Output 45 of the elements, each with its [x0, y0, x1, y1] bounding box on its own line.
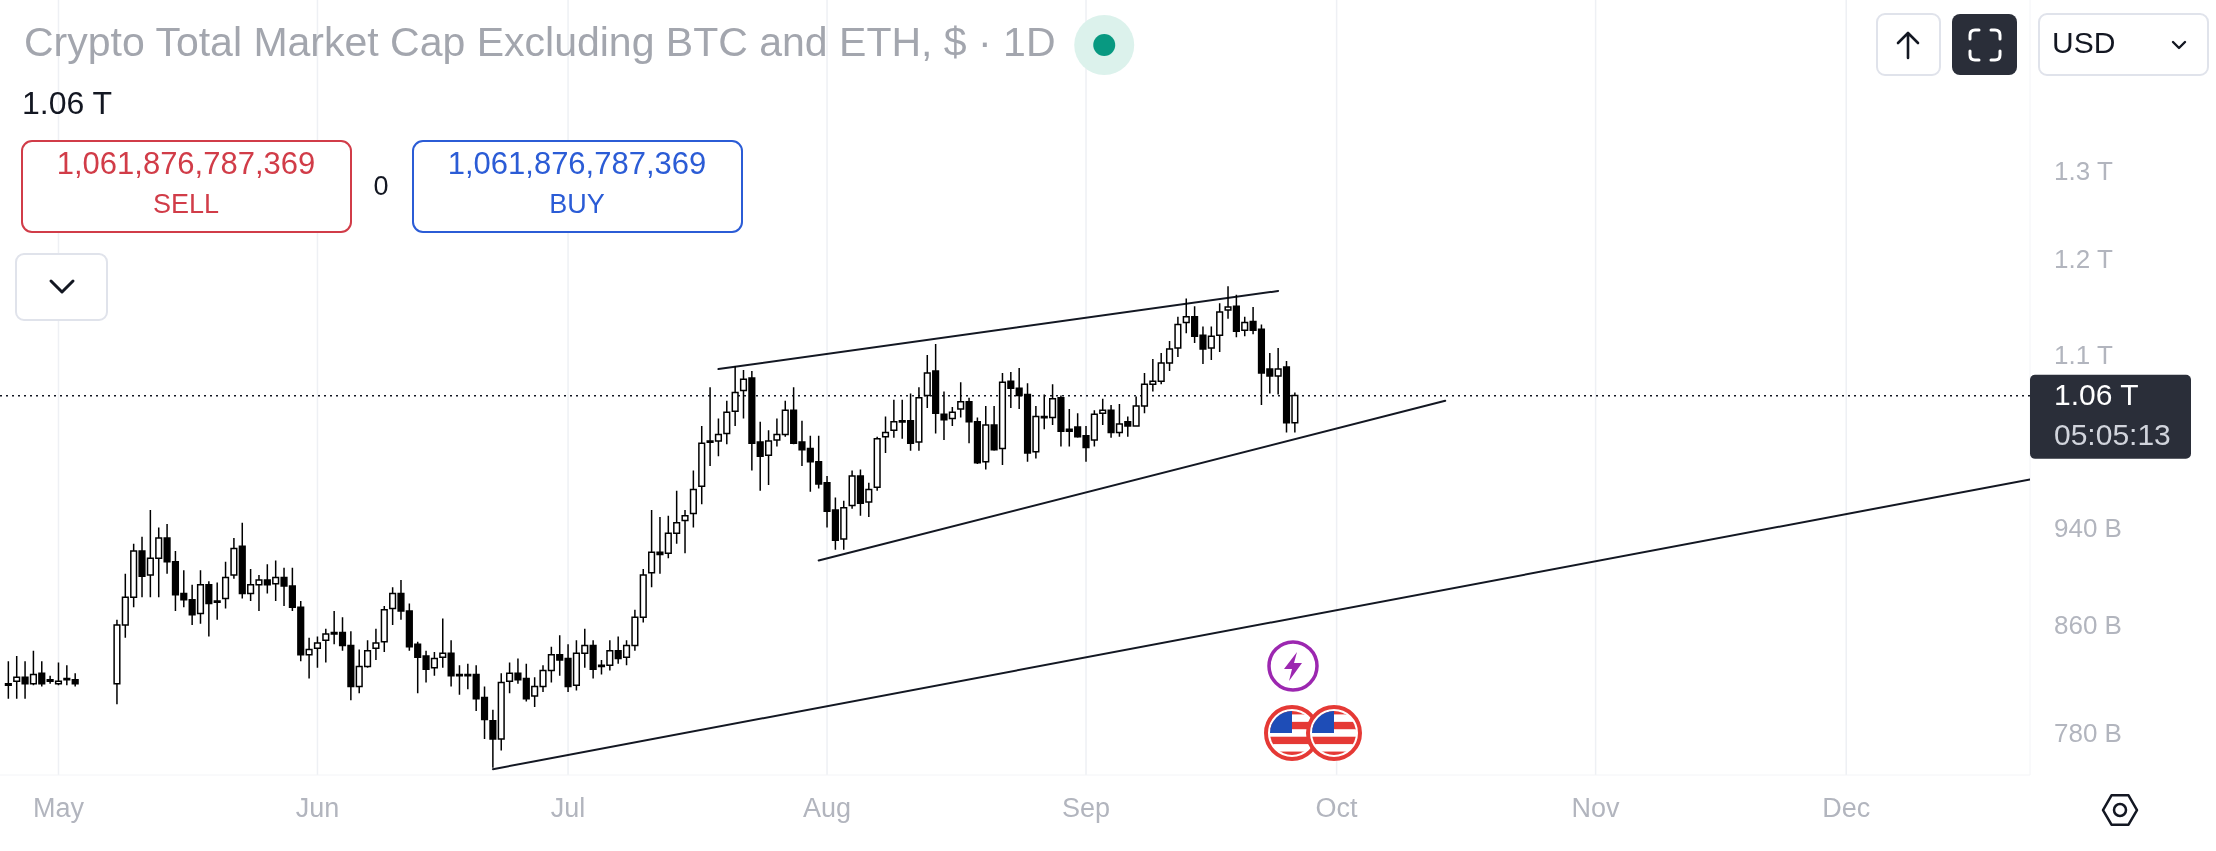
x-tick-label: Dec	[1822, 793, 1871, 824]
candlestick	[439, 617, 447, 669]
x-tick-label: Oct	[1315, 793, 1359, 824]
candlestick	[890, 398, 898, 439]
candlestick	[221, 561, 230, 610]
candlestick	[313, 635, 322, 669]
candlestick	[497, 672, 505, 752]
candlestick	[639, 568, 647, 624]
y-tick-label: 1.3 T	[2054, 156, 2113, 187]
x-tick-label: Aug	[803, 793, 852, 824]
candlestick	[230, 537, 238, 580]
candlestick	[881, 415, 890, 454]
candlestick	[689, 469, 697, 529]
y-tick-label: 780 B	[2054, 717, 2122, 748]
text: Crypto Total Market Cap Excluding BTC and ETH, $ · 1D	[24, 18, 1056, 65]
text: 05:05:13	[2054, 417, 2171, 451]
y-tick-label: 940 B	[2054, 512, 2122, 543]
y-tick-label: 860 B	[2054, 610, 2122, 641]
candlestick	[305, 637, 313, 680]
annotation: SELL	[152, 189, 220, 220]
x-tick-label: May	[32, 793, 85, 824]
candlestick	[731, 365, 739, 427]
candlestick	[723, 400, 731, 445]
annotation: 1.06 T	[22, 85, 113, 122]
candlestick	[380, 605, 388, 653]
candlestick	[4, 660, 12, 700]
x-tick-label: Jul	[550, 793, 586, 824]
annotation: 1,061,876,787,369	[56, 146, 316, 182]
annotation: 1,061,876,787,369	[447, 146, 707, 182]
text: USD	[2052, 25, 2116, 59]
candlestick	[71, 672, 79, 688]
annotation: 0	[373, 171, 389, 202]
candlestick	[322, 628, 330, 664]
annotation: BUY	[549, 189, 605, 220]
x-tick-label: Nov	[1571, 793, 1621, 824]
x-tick-label: Sep	[1061, 793, 1111, 824]
candlestick	[372, 628, 380, 661]
y-tick-label: 1.1 T	[2054, 339, 2113, 370]
x-tick-label: Jun	[295, 793, 340, 824]
y-tick-label: 1.2 T	[2054, 244, 2113, 275]
candlestick	[681, 509, 689, 555]
candlestick	[873, 435, 881, 492]
candlestick	[213, 581, 221, 621]
candlestick	[489, 708, 497, 769]
ref-line-label: 1.06 T	[2054, 377, 2139, 411]
